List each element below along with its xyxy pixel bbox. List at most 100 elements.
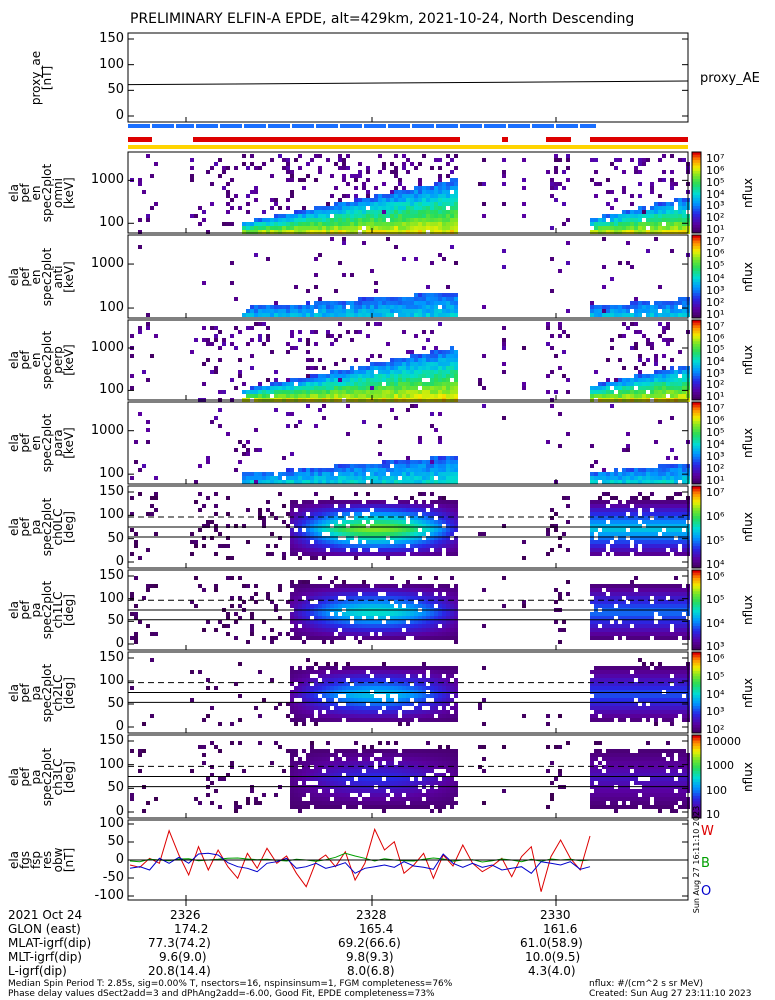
spectrogram-cell <box>562 170 566 174</box>
spectrogram-cell <box>294 305 298 309</box>
pitch-angle-cell <box>302 604 306 608</box>
spectrogram-cell <box>610 390 614 394</box>
pitch-angle-cell <box>638 588 642 592</box>
pitch-angle-cell <box>374 532 378 536</box>
pitch-angle-cell <box>354 588 358 592</box>
spectrogram-cell <box>350 382 354 386</box>
pitch-angle-cell <box>666 532 670 536</box>
pitch-angle-cell <box>150 496 154 500</box>
colorbar-segment <box>692 312 701 316</box>
pitch-angle-cell <box>406 592 410 596</box>
pitch-angle-cell <box>402 552 406 556</box>
spectrogram-cell <box>362 386 366 390</box>
spectrogram-cell <box>202 218 206 222</box>
spectrogram-cell <box>410 386 414 390</box>
spectrogram-cell <box>366 178 370 182</box>
spectrogram-cell <box>622 170 626 174</box>
pitch-angle-cell <box>378 604 382 608</box>
pitch-angle-cell <box>626 624 630 628</box>
pitch-angle-cell <box>306 624 310 628</box>
pitch-angle-cell <box>346 520 350 524</box>
pitch-angle-cell <box>618 512 622 516</box>
pitch-angle-cell <box>342 548 346 552</box>
spectrogram-cell <box>246 476 250 480</box>
pitch-angle-cell <box>358 718 362 722</box>
pitch-angle-cell <box>314 616 318 620</box>
pitch-angle-cell <box>218 532 222 536</box>
pitch-angle-cell <box>446 612 450 616</box>
spectrogram-cell <box>334 218 338 222</box>
pitch-angle-cell <box>354 694 358 698</box>
pitch-angle-cell <box>430 544 434 548</box>
pitch-angle-cell <box>130 612 134 616</box>
pitch-angle-cell <box>294 722 298 726</box>
spectrogram-cell <box>502 326 506 330</box>
colorbar-segment <box>692 437 701 441</box>
pitch-angle-cell <box>430 492 434 496</box>
pitch-angle-cell <box>350 592 354 596</box>
spectrogram-cell <box>370 222 374 226</box>
pitch-angle-cell <box>434 532 438 536</box>
pitch-angle-cell <box>598 516 602 520</box>
spectrogram-cell <box>410 404 414 408</box>
pitch-angle-cell <box>310 714 314 718</box>
spectrogram-cell <box>338 468 342 472</box>
pitch-angle-cell <box>306 686 310 690</box>
spectrogram-cell <box>438 190 442 194</box>
spectrogram-cell <box>374 390 378 394</box>
spectrogram-cell <box>266 476 270 480</box>
pitch-angle-cell <box>630 508 634 512</box>
spectrogram-cell <box>418 186 422 190</box>
pitch-angle-cell <box>634 620 638 624</box>
pitch-angle-cell <box>646 624 650 628</box>
spectrogram-cell <box>374 226 378 230</box>
pitch-angle-cell <box>322 504 326 508</box>
spectrogram-cell <box>666 476 670 480</box>
spectrogram-cell <box>422 226 426 230</box>
spectrogram-cell <box>314 301 318 305</box>
pitch-angle-cell <box>682 512 686 516</box>
pitch-angle-cell <box>330 496 334 500</box>
spectrogram-cell <box>242 476 246 480</box>
pitch-angle-cell <box>410 536 414 540</box>
spectrogram-cell <box>374 194 378 198</box>
pitch-angle-cell <box>658 592 662 596</box>
spectrogram-cell <box>566 378 570 382</box>
pitch-angle-cell <box>222 624 226 628</box>
spectrogram-cell <box>550 404 554 408</box>
pitch-angle-cell <box>378 588 382 592</box>
pitch-angle-cell <box>150 584 154 588</box>
spectrogram-cell <box>666 374 670 378</box>
spectrogram-cell <box>270 313 274 317</box>
spectrogram-cell <box>302 382 306 386</box>
spectrogram-cell <box>326 214 330 218</box>
pitch-angle-cell <box>410 504 414 508</box>
spectrogram-cell <box>602 285 606 289</box>
pitch-angle-cell <box>662 628 666 632</box>
spectrogram-cell <box>294 480 298 484</box>
spectrogram-cell <box>342 166 346 170</box>
spectrogram-cell <box>326 468 330 472</box>
spectrogram-cell <box>306 210 310 214</box>
spectrogram-cell <box>670 382 674 386</box>
spectrogram-cell <box>258 226 262 230</box>
spectrogram-cell <box>390 202 394 206</box>
spectrogram-cell <box>338 210 342 214</box>
pitch-angle-cell <box>130 686 134 690</box>
pitch-angle-cell <box>334 706 338 710</box>
spectrogram-cell <box>670 338 674 342</box>
pitch-angle-cell <box>342 674 346 678</box>
spectrogram-cell <box>670 226 674 230</box>
colorbar-segment <box>692 421 701 425</box>
colorbar-segment <box>692 572 701 576</box>
pitch-angle-cell <box>302 706 306 710</box>
spectrogram-cell <box>422 354 426 358</box>
spectrogram-cell <box>346 309 350 313</box>
spectrogram-cell <box>630 265 634 269</box>
pitch-angle-cell <box>442 616 446 620</box>
pitch-angle-cell <box>442 620 446 624</box>
pitch-angle-cell <box>414 636 418 640</box>
pitch-angle-cell <box>482 588 486 592</box>
pitch-angle-cell <box>402 544 406 548</box>
pitch-angle-cell <box>670 612 674 616</box>
